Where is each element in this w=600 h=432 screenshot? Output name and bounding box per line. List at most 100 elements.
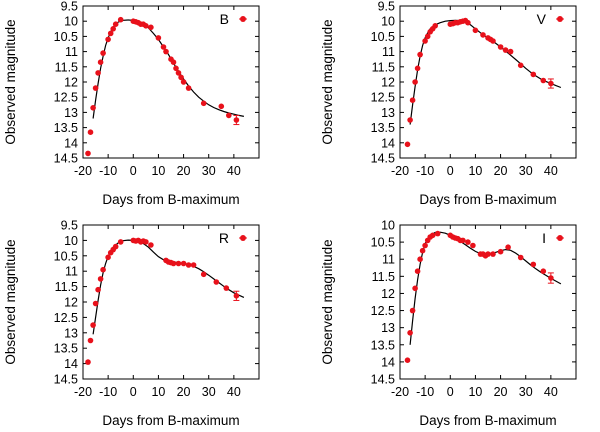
x-tick-label: -20 xyxy=(74,385,92,399)
data-point xyxy=(434,230,441,237)
data-point xyxy=(112,243,119,250)
data-point xyxy=(497,44,504,50)
data-point xyxy=(190,262,197,268)
y-tick-label: 9.5 xyxy=(378,0,395,14)
data-point xyxy=(85,359,91,365)
data-point xyxy=(160,44,167,50)
data-point xyxy=(502,47,509,53)
y-axis-label: Observed magnitude xyxy=(320,19,335,144)
data-point xyxy=(424,33,431,40)
x-tick-label: 30 xyxy=(519,164,533,178)
y-tick-label: 14 xyxy=(64,357,78,371)
y-tick-label: 13 xyxy=(381,321,395,335)
data-point xyxy=(414,65,421,72)
y-tick-label: 10 xyxy=(381,219,395,233)
x-tick-label: -20 xyxy=(74,164,92,178)
x-axis-label: Days from B-maximum xyxy=(102,192,239,207)
data-point xyxy=(540,77,547,84)
y-tick-label: 13 xyxy=(64,326,78,340)
data-point xyxy=(100,50,106,56)
legend-band-label: I xyxy=(542,230,546,246)
x-tick-label: 40 xyxy=(544,385,558,399)
panel-v: -20 -10 0 10 20 30 409.51010.51111.51212.51313… xyxy=(320,0,577,207)
data-point xyxy=(432,23,439,29)
panel-b: -20 -10 0 10 20 30 409.51010.51111.51212.51313… xyxy=(3,0,260,207)
x-tick-label: 40 xyxy=(544,164,558,178)
x-tick-label: 0 xyxy=(447,385,454,399)
x-tick-label: -10 xyxy=(99,164,117,178)
data-point xyxy=(87,129,94,135)
data-point xyxy=(465,19,471,26)
data-point xyxy=(185,262,192,268)
data-point xyxy=(173,65,179,72)
data-point xyxy=(185,85,192,91)
data-point xyxy=(117,239,124,245)
data-point xyxy=(148,24,154,31)
data-point xyxy=(404,357,411,364)
y-tick-label: 12 xyxy=(381,76,395,90)
y-tick-label: 11.5 xyxy=(55,60,78,74)
y-tick-label: 14.5 xyxy=(371,152,395,166)
y-tick-label: 12 xyxy=(381,287,395,301)
data-point xyxy=(233,117,240,123)
data-point xyxy=(490,38,496,44)
y-tick-label: 13.5 xyxy=(54,121,78,135)
y-tick-label: 10 xyxy=(381,15,395,29)
data-point xyxy=(85,150,91,157)
data-point xyxy=(429,232,436,239)
y-tick-label: 11 xyxy=(382,45,395,59)
x-tick-label: -10 xyxy=(416,385,434,399)
data-point xyxy=(505,244,511,250)
data-point xyxy=(143,23,149,29)
data-point xyxy=(465,239,471,245)
data-point xyxy=(540,268,547,275)
y-tick-label: 13 xyxy=(381,106,395,120)
y-tick-label: 10.5 xyxy=(371,30,395,44)
data-point xyxy=(178,74,184,81)
data-point xyxy=(517,254,524,261)
data-point xyxy=(200,100,207,107)
data-point xyxy=(117,16,124,23)
data-point xyxy=(422,242,428,249)
x-tick-label: 30 xyxy=(202,385,216,399)
y-tick-label: 9.5 xyxy=(61,0,78,14)
y-tick-label: 12 xyxy=(64,76,78,90)
y-tick-label: 9.5 xyxy=(61,219,78,233)
y-tick-label: 11 xyxy=(65,265,78,279)
data-point xyxy=(470,242,476,249)
panel-i: -20 -10 0 10 20 30 40 10 10.5 11 11.5 12 12.5 13 13.5 1… xyxy=(320,219,577,428)
x-tick-label: 40 xyxy=(227,164,241,178)
y-tick-label: 10 xyxy=(64,15,78,29)
data-point xyxy=(105,36,111,43)
y-tick-label: 11.5 xyxy=(372,270,395,284)
y-tick-label: 12.5 xyxy=(54,311,78,325)
data-point xyxy=(107,30,114,37)
data-point xyxy=(110,26,116,32)
data-point xyxy=(414,268,421,275)
data-point xyxy=(472,27,479,34)
y-tick-label: 14 xyxy=(64,136,78,150)
x-tick-label: 0 xyxy=(130,385,137,399)
model-curve xyxy=(409,231,562,345)
data-point xyxy=(485,251,491,257)
data-point xyxy=(100,266,106,273)
data-point xyxy=(112,21,119,28)
data-point xyxy=(233,293,240,299)
x-axis-label: Days from B-maximum xyxy=(419,192,556,207)
x-tick-label: -20 xyxy=(391,385,409,399)
y-tick-label: 14.5 xyxy=(54,373,78,387)
y-axis-label: Observed magnitude xyxy=(3,19,18,144)
data-point xyxy=(90,105,96,111)
data-point xyxy=(419,247,426,254)
y-tick-label: 12.5 xyxy=(54,91,78,105)
data-point xyxy=(148,242,154,248)
data-point xyxy=(412,285,418,292)
data-point xyxy=(480,32,486,38)
y-tick-label: 11.5 xyxy=(55,280,78,294)
y-tick-label: 10.5 xyxy=(54,249,78,263)
y-tick-label: 14.5 xyxy=(371,373,395,387)
x-tick-label: 0 xyxy=(130,164,137,178)
data-point xyxy=(530,71,537,78)
data-point xyxy=(143,239,149,245)
